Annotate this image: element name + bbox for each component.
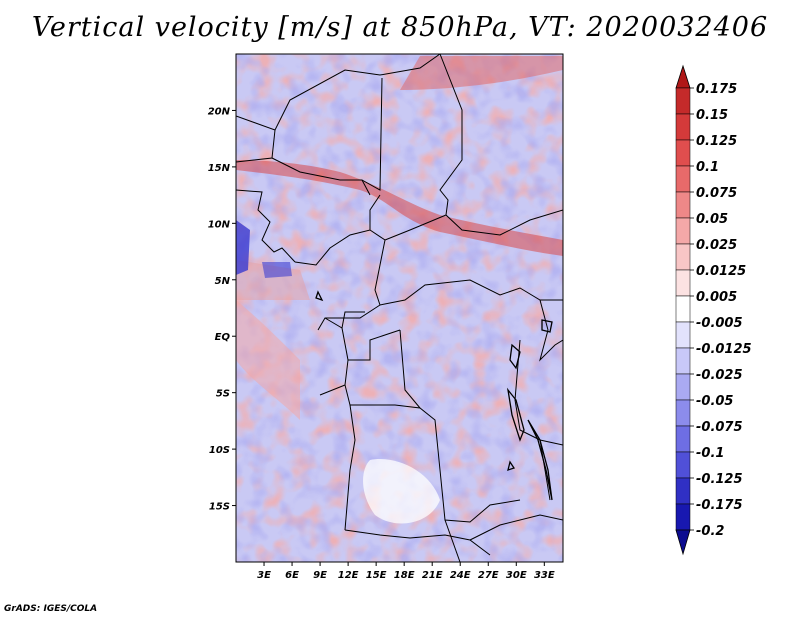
map-frame bbox=[235, 53, 564, 563]
colorbar-label: -0.005 bbox=[696, 316, 743, 331]
colorbar-label: -0.2 bbox=[696, 524, 724, 539]
colorbar-label: -0.075 bbox=[696, 420, 743, 435]
colorbar-segment bbox=[675, 477, 691, 505]
lon-tick-label: 30E bbox=[506, 570, 527, 581]
lat-tick-label: EQ bbox=[215, 332, 231, 343]
lon-tick-label: 3E bbox=[257, 570, 271, 581]
lon-tick-label: 15E bbox=[366, 570, 387, 581]
colorbar-segment bbox=[675, 113, 691, 141]
colorbar-label: -0.025 bbox=[696, 368, 743, 383]
colorbar-segment bbox=[675, 217, 691, 245]
colorbar-label: 0.1 bbox=[696, 160, 719, 175]
lat-tick-label: 10S bbox=[209, 445, 230, 456]
lat-tick-label: 15S bbox=[209, 502, 230, 513]
colorbar-label: 0.075 bbox=[696, 186, 737, 201]
latitude-axis: 20N 15N 10N 5N EQ 5S 10S 15S bbox=[208, 106, 236, 513]
colorbar: 0.175 0.15 0.125 0.1 0.075 0.05 0.025 0.0125 0.0… bbox=[675, 64, 752, 556]
lake-outlines bbox=[315, 290, 553, 501]
grads-credit: GrADS: IGES/COLA bbox=[4, 604, 98, 614]
colorbar-segment bbox=[675, 191, 691, 219]
colorbar-segment bbox=[675, 321, 691, 349]
lon-tick-label: 21E bbox=[422, 570, 443, 581]
colorbar-label: -0.175 bbox=[696, 498, 743, 513]
colorbar-label: -0.125 bbox=[696, 472, 743, 487]
colorbar-label: 0.125 bbox=[696, 134, 737, 149]
colorbar-label: -0.0125 bbox=[696, 342, 752, 357]
colorbar-label: 0.025 bbox=[696, 238, 737, 253]
colorbar-label: 0.15 bbox=[696, 108, 728, 123]
lat-tick-label: 20N bbox=[208, 106, 231, 117]
colorbar-label: 0.005 bbox=[696, 290, 737, 305]
colorbar-segment bbox=[675, 243, 691, 271]
lon-tick-label: 9E bbox=[313, 570, 327, 581]
chart-title: Vertical velocity [m/s] at 850hPa, VT: 2… bbox=[31, 12, 769, 43]
lat-tick-label: 5S bbox=[216, 389, 230, 400]
colorbar-bottom-arrow bbox=[675, 529, 691, 556]
lon-tick-label: 33E bbox=[534, 570, 555, 581]
country-borders bbox=[236, 54, 563, 562]
colorbar-segment bbox=[675, 451, 691, 479]
colorbar-label: -0.05 bbox=[696, 394, 733, 409]
colorbar-segment bbox=[675, 347, 691, 375]
colorbar-segment bbox=[675, 373, 691, 401]
colorbar-label: 0.0125 bbox=[696, 264, 746, 279]
lon-tick-label: 24E bbox=[450, 570, 471, 581]
colorbar-segment bbox=[675, 425, 691, 453]
colorbar-segment bbox=[675, 503, 691, 531]
colorbar-segment bbox=[675, 295, 691, 323]
lat-tick-label: 10N bbox=[208, 219, 231, 230]
colorbar-segment bbox=[675, 165, 691, 193]
colorbar-segment bbox=[675, 87, 691, 115]
colorbar-label: 0.175 bbox=[696, 82, 737, 97]
lon-tick-label: 27E bbox=[478, 570, 499, 581]
colorbar-segment bbox=[675, 139, 691, 167]
colorbar-label: -0.1 bbox=[696, 446, 724, 461]
colorbar-label: 0.05 bbox=[696, 212, 728, 227]
lon-tick-label: 6E bbox=[285, 570, 299, 581]
lon-tick-label: 18E bbox=[394, 570, 415, 581]
colorbar-segment bbox=[675, 269, 691, 297]
colorbar-segment bbox=[675, 399, 691, 427]
lon-tick-label: 12E bbox=[338, 570, 359, 581]
lat-tick-label: 15N bbox=[208, 163, 231, 174]
colorbar-top-arrow bbox=[675, 64, 691, 89]
lat-tick-label: 5N bbox=[215, 276, 231, 287]
velocity-field bbox=[236, 54, 563, 562]
longitude-axis: 3E 6E 9E 12E 15E 18E 21E 24E 27E 30E 33E bbox=[257, 562, 555, 581]
